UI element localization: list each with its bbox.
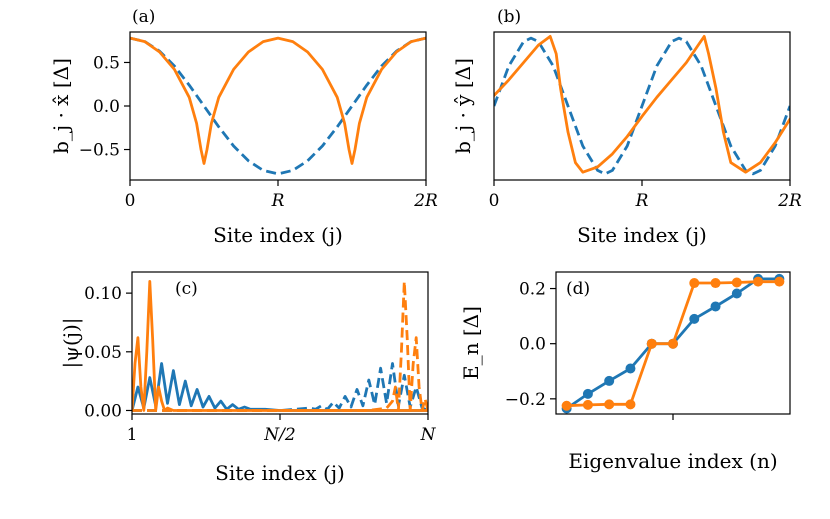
panel-c-series-3-line: [132, 279, 428, 412]
panel-b-series-1-line: [494, 35, 790, 174]
panel-c-ticks: 1 N/2 N 0.00 0.05 0.10: [84, 284, 436, 445]
panel-d-series-1-point: [582, 399, 593, 410]
panel-b-series: [494, 35, 790, 176]
panel-d-series-1-point: [689, 278, 700, 289]
panel-d-ytick-label: 0.2: [519, 280, 546, 300]
panel-d-ticks: −0.2 0.0 0.2: [505, 280, 674, 420]
panel-a-series: [130, 36, 426, 176]
panel-a-ylabel: b_j · x̂ [Δ]: [49, 58, 73, 154]
panel-a-ticks: 0 R 2R −0.5 0.0 0.5: [79, 53, 438, 211]
panel-a-frame: [129, 31, 427, 181]
panel-d-label: (d): [566, 279, 590, 299]
panel-d-series-1-point: [561, 400, 572, 411]
panel-a-xtick-label: 0: [125, 191, 136, 211]
panel-d-series-1-point: [668, 338, 678, 349]
panel-d-series-0-point: [731, 288, 742, 299]
panel-d-series-0-point: [582, 388, 593, 399]
panel-c-ytick-label: 0.05: [84, 343, 122, 363]
panel-c-label: (c): [175, 279, 198, 299]
panel-d-xlabel: Eigenvalue index (n): [568, 449, 777, 473]
panel-d-ytick-label: −0.2: [505, 390, 546, 410]
panel-c-ylabel: |ψ(j)|: [59, 318, 84, 369]
panel-d-series-0-point: [689, 313, 700, 324]
panel-d-series-0-point: [710, 301, 721, 312]
panel-d-ylabel: E_n [Δ]: [459, 306, 483, 380]
panel-d-series: [561, 273, 785, 414]
panel-a-xtick-label: R: [271, 191, 285, 211]
panel-d-series-1-point: [753, 276, 764, 287]
panel-d-series-1-point: [604, 399, 615, 410]
panel-b-xtick-label: 0: [489, 191, 500, 211]
panel-c-xtick-label: N: [420, 425, 437, 445]
panel-b-series-0-line: [494, 36, 790, 176]
panel-b-label: (b): [497, 7, 521, 27]
panel-a-series-0-line: [130, 36, 426, 176]
panel-a-ytick-label: 0.5: [93, 53, 120, 73]
panel-a: 0 R 2R −0.5 0.0 0.5 (a) Site index (j) b_j · …: [49, 7, 438, 247]
panel-a-series-1-line: [130, 36, 426, 165]
panel-d-series-1-point: [646, 338, 657, 349]
panel-d-ytick-label: 0.0: [519, 335, 546, 355]
panel-b-xtick-label: 2R: [777, 191, 802, 211]
panel-c-ytick-label: 0.00: [84, 401, 122, 421]
panel-c-series-1-line: [132, 362, 428, 412]
panel-b-xlabel: Site index (j): [577, 223, 707, 247]
panel-d: −0.2 0.0 0.2 (d) Eigenvalue index (n) E_n …: [459, 271, 791, 473]
panel-a-ytick-label: −0.5: [79, 141, 120, 161]
panel-a-ytick-label: 0.0: [93, 97, 120, 117]
panel-c-xtick-label: 1: [127, 425, 138, 445]
panel-c: 1 N/2 N 0.00 0.05 0.10 (c) Site index (j) |ψ(…: [59, 271, 437, 485]
panel-a-label: (a): [132, 7, 155, 27]
panel-b-xtick-label: R: [635, 191, 649, 211]
panel-c-series: [132, 279, 428, 412]
panel-d-series-1-point: [625, 399, 636, 410]
panel-d-series-0-point: [625, 363, 636, 374]
panel-a-xtick-label: 2R: [413, 191, 438, 211]
panel-b-ylabel: b_j · ŷ [Δ]: [451, 58, 475, 154]
panel-d-series-0-point: [604, 375, 615, 386]
panel-c-xlabel: Site index (j): [215, 461, 345, 485]
panel-d-series-1-point: [731, 277, 742, 288]
panel-b: 0 R 2R (b) Site index (j) b_j · ŷ [Δ]: [451, 7, 802, 247]
panel-b-ticks: 0 R 2R: [489, 180, 802, 211]
panel-c-ytick-label: 0.10: [84, 284, 122, 304]
panel-c-xtick-label: N/2: [263, 425, 295, 445]
panel-a-xlabel: Site index (j): [213, 223, 343, 247]
panel-d-series-1-point: [710, 278, 721, 289]
panel-d-series-1-point: [774, 276, 785, 287]
